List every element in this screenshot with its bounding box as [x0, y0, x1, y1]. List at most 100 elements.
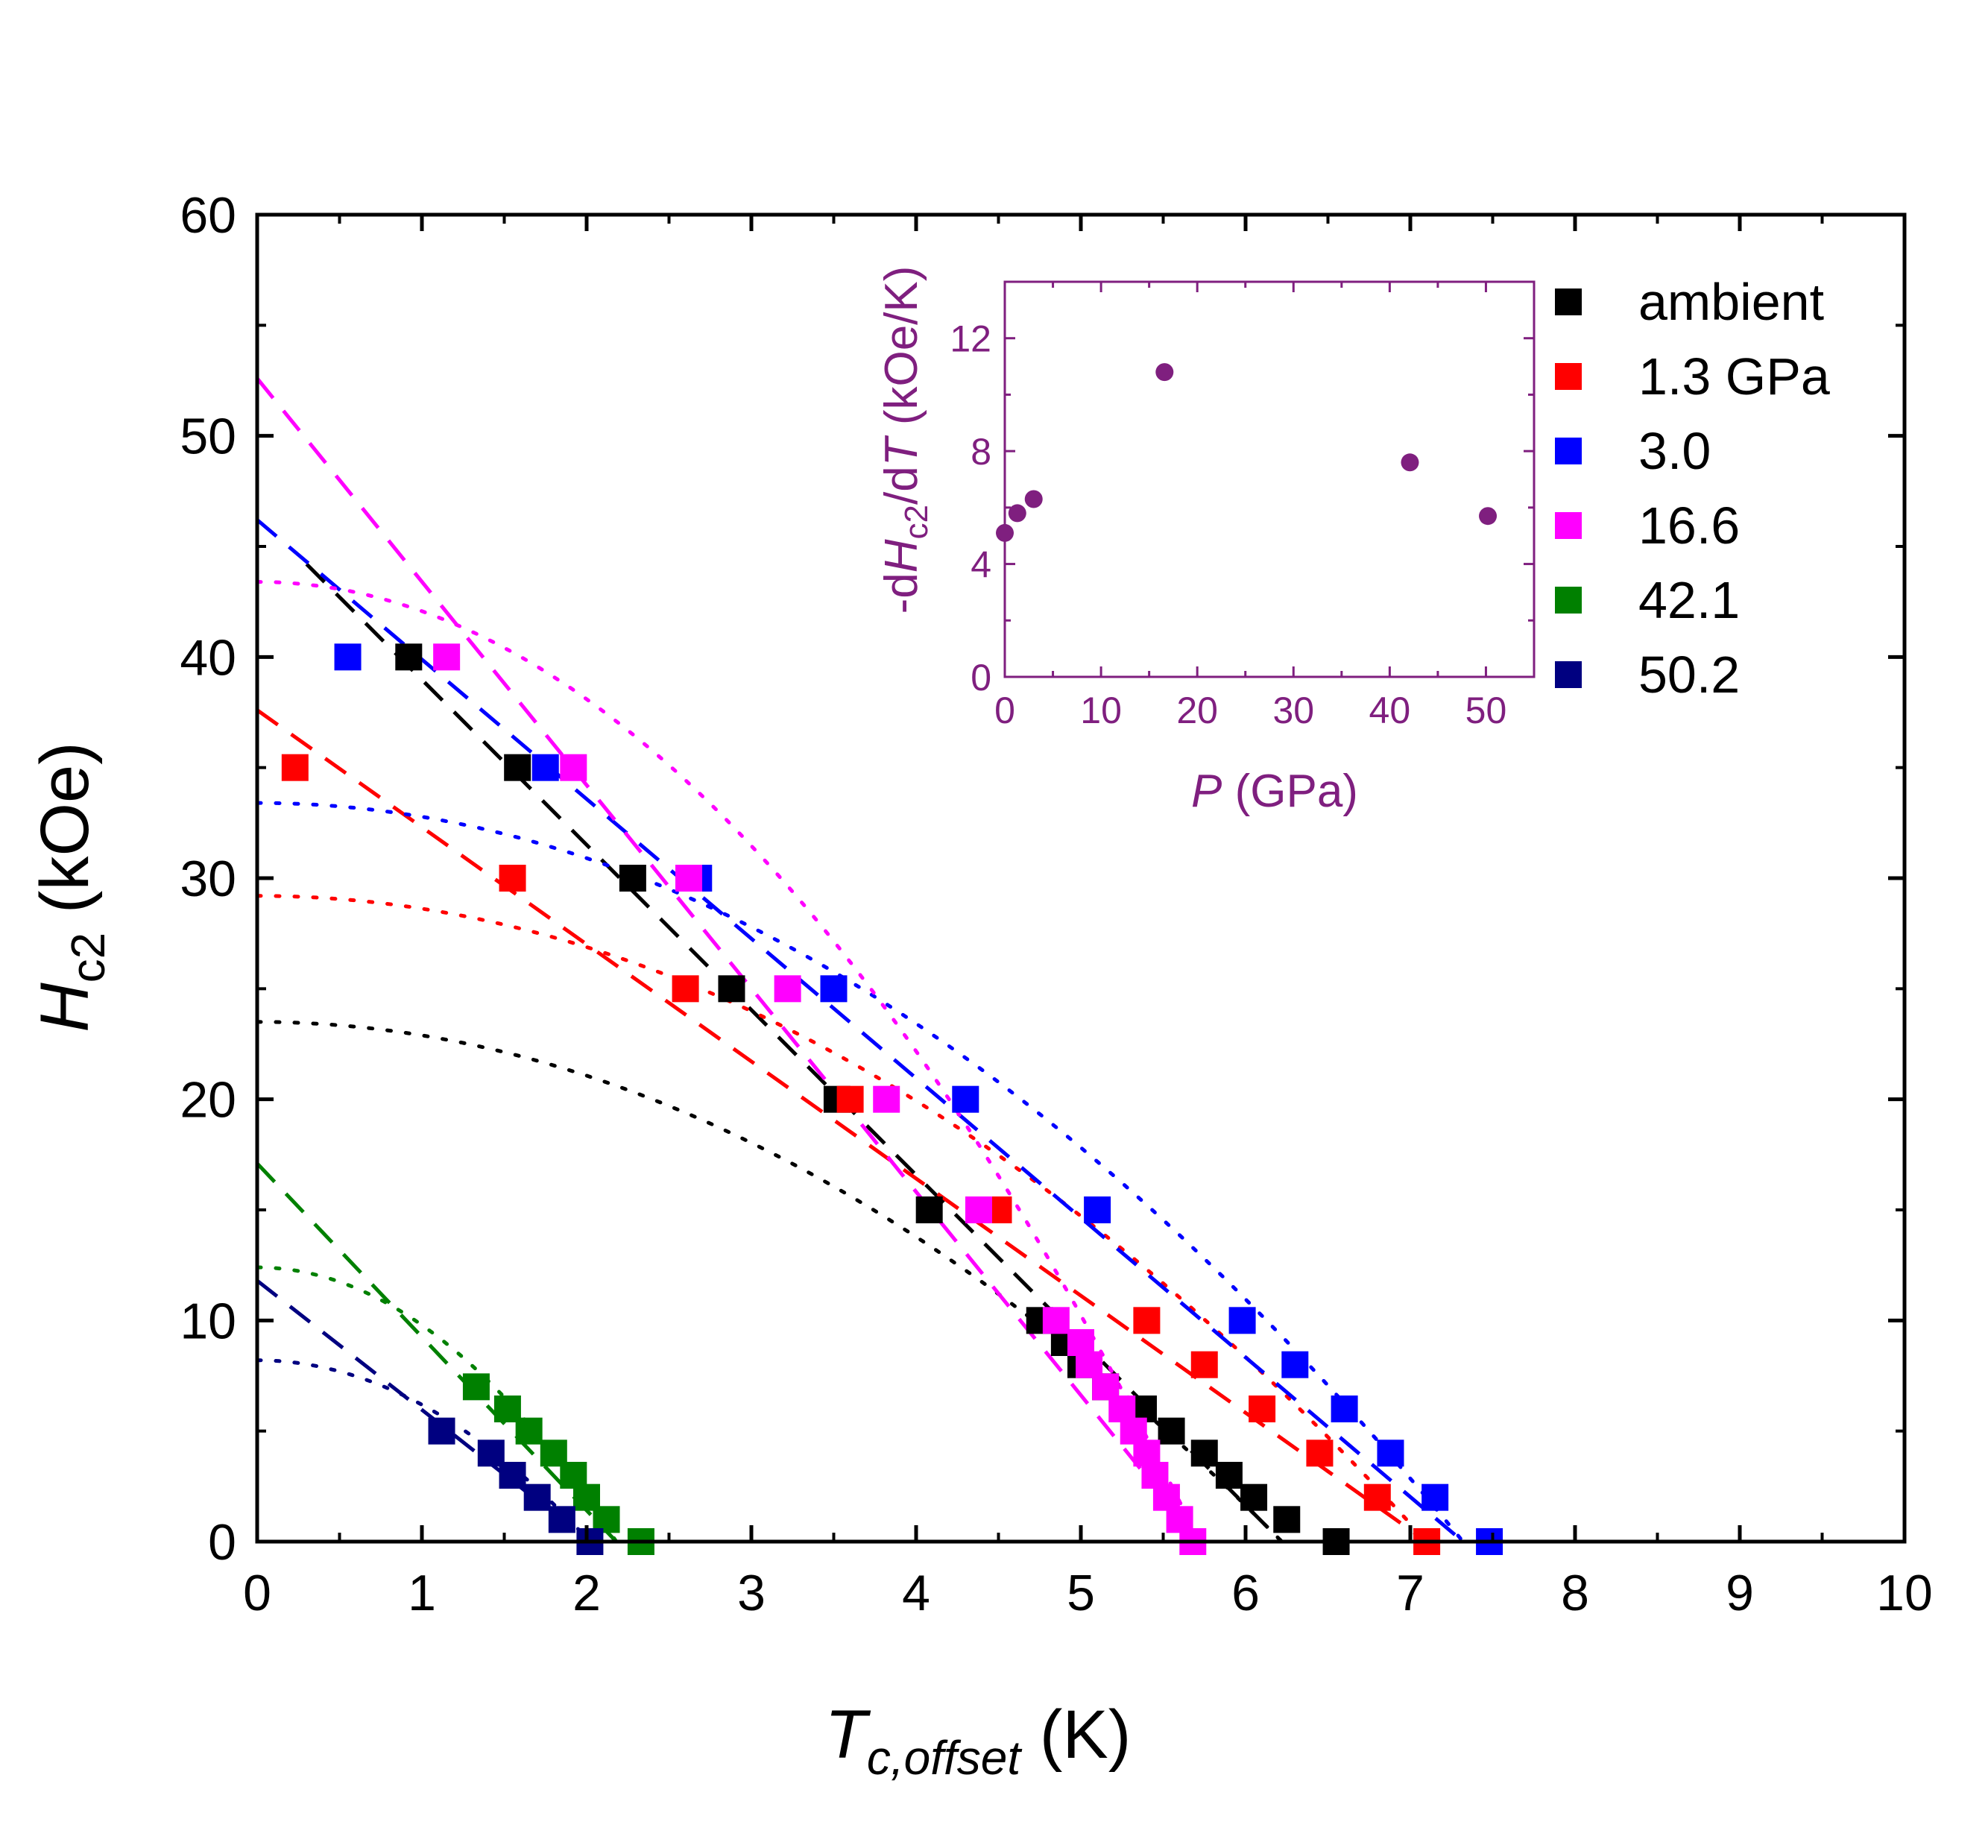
y-tick-label: 40: [180, 629, 236, 686]
data-point: [873, 1085, 900, 1113]
data-point: [1331, 1396, 1358, 1422]
inset-point: [1401, 453, 1419, 472]
data-point: [774, 975, 801, 1003]
data-point: [1190, 1351, 1218, 1378]
inset-point: [1479, 507, 1498, 526]
x-tick-label: 2: [572, 1565, 601, 1621]
legend-marker: [1555, 363, 1582, 390]
plot-frame: [255, 212, 1907, 1544]
inset-x-title: P (GPa): [1191, 766, 1358, 817]
data-point: [965, 1196, 992, 1223]
data-point: [672, 975, 699, 1003]
inset-x-tick-label: 40: [1369, 690, 1411, 731]
data-point: [1240, 1483, 1268, 1511]
data-point: [334, 643, 362, 671]
data-point: [1281, 1351, 1309, 1378]
inset-x-tick-label: 0: [994, 690, 1015, 731]
data-point: [675, 865, 703, 892]
y-tick-label: 10: [180, 1293, 236, 1349]
data-point: [1306, 1439, 1334, 1467]
legend-marker: [1555, 512, 1582, 539]
data-point: [1084, 1196, 1111, 1223]
legend-marker: [1555, 661, 1582, 688]
inset-y-title: -dHc2/dT (kOe/K): [876, 266, 935, 614]
x-axis-title: Tc,offset (K): [825, 1697, 1132, 1785]
data-point: [1273, 1506, 1301, 1533]
legend: ambient 1.3 GPa 3.0 16.6 42.1 50.2: [1555, 273, 1830, 704]
y-tick-label: 30: [180, 851, 236, 907]
data-point: [1190, 1439, 1218, 1467]
x-tick-label: 1: [408, 1565, 436, 1621]
fit-line-linear: [256, 708, 1428, 1544]
x-tick-label: 9: [1726, 1565, 1754, 1621]
legend-label: ambient: [1638, 273, 1824, 331]
data-point: [915, 1196, 943, 1223]
inset-frame: 0 10 20 30 40 50 0 4 8 12: [950, 280, 1536, 731]
x-tick-label: 3: [737, 1565, 766, 1621]
y-tick-label: 20: [180, 1072, 236, 1129]
inset-y-tick-label: 12: [950, 318, 991, 360]
data-point: [1421, 1483, 1449, 1511]
data-point: [560, 754, 587, 781]
inset-border: [1003, 280, 1536, 678]
legend-marker: [1555, 438, 1582, 464]
data-point: [952, 1085, 979, 1113]
fit-line-linear: [256, 518, 1465, 1543]
data-point: [619, 865, 646, 892]
x-tick-label: 7: [1396, 1565, 1424, 1621]
fit-line-curve: [255, 580, 1202, 1544]
inset-point: [1024, 490, 1043, 508]
data-point: [504, 754, 531, 781]
x-tick-label: 6: [1231, 1565, 1260, 1621]
fit-line-linear: [305, 562, 1284, 1543]
data-point: [281, 754, 309, 781]
data-point: [523, 1483, 551, 1511]
legend-marker: [1555, 587, 1582, 614]
inset-plot: 0 10 20 30 40 50 0 4 8 12 P (GPa) -dHc2/dT (kOe/K…: [876, 266, 1536, 817]
x-tick-label: 0: [243, 1565, 271, 1621]
inset-point: [1155, 363, 1174, 382]
legend-label: 3.0: [1638, 422, 1711, 480]
data-point: [433, 643, 461, 671]
y-tick-label: 60: [180, 187, 236, 244]
data-point: [1228, 1307, 1256, 1334]
data-point: [499, 865, 526, 892]
data-point: [462, 1373, 490, 1401]
x-tick-label: 8: [1561, 1565, 1589, 1621]
data-point: [395, 643, 423, 671]
data-point: [1249, 1396, 1276, 1422]
legend-label: 1.3 GPa: [1638, 347, 1830, 406]
x-tick-label: 5: [1067, 1565, 1095, 1621]
data-point: [820, 975, 848, 1003]
fit-lines: [255, 376, 1465, 1544]
data-point: [531, 754, 559, 781]
legend-label: 50.2: [1638, 646, 1740, 704]
data-point: [1215, 1462, 1243, 1489]
data-point: [836, 1085, 864, 1113]
inset-points: [996, 363, 1498, 542]
y-axis-title: Hc2 (kOe): [27, 742, 115, 1032]
fit-line-linear: [256, 1161, 618, 1543]
fit-line-curve: [255, 1020, 1284, 1544]
data-point: [1363, 1483, 1391, 1511]
y-tick-label: 50: [180, 409, 236, 465]
inset-point: [996, 523, 1014, 542]
legend-marker: [1555, 288, 1582, 315]
data-point: [718, 975, 745, 1003]
inset-x-tick-label: 20: [1176, 690, 1218, 731]
x-tick-label: 10: [1876, 1565, 1933, 1621]
inset-y-tick-label: 0: [971, 657, 991, 698]
legend-label: 16.6: [1638, 496, 1740, 555]
inset-x-tick-label: 10: [1080, 690, 1122, 731]
data-point: [1133, 1307, 1161, 1334]
inset-point: [1008, 504, 1026, 523]
inset-y-tick-label: 8: [971, 431, 991, 473]
fit-line-curve: [255, 801, 1465, 1544]
x-tick-label: 4: [902, 1565, 930, 1621]
inset-y-tick-label: 4: [971, 544, 991, 586]
data-point: [515, 1417, 543, 1445]
data-point: [428, 1417, 455, 1445]
data-point: [1377, 1439, 1404, 1467]
fit-line-curve: [255, 1358, 592, 1544]
